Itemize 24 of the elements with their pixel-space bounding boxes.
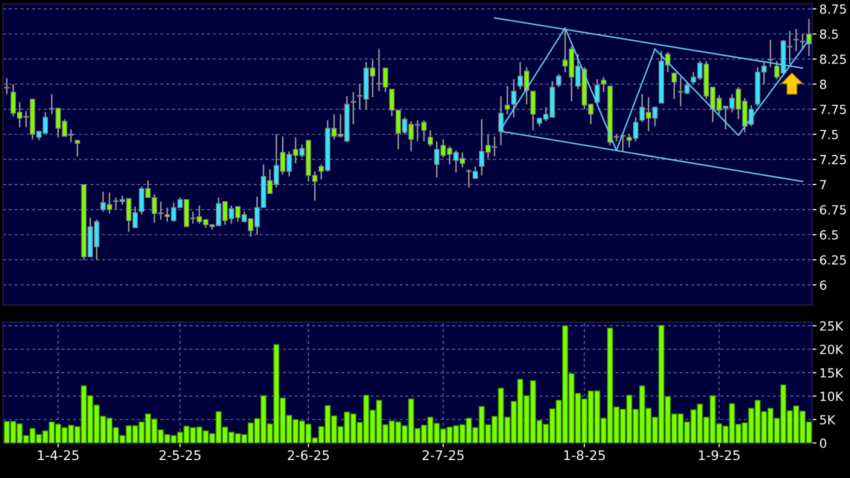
y-tick-label: 7.25: [820, 154, 846, 164]
y-tick-label: 8.75: [820, 4, 846, 14]
y-tick-label: 8.25: [820, 54, 846, 64]
y-tick-label: 8.5: [820, 29, 838, 39]
y-tick-label: 20K: [820, 344, 844, 354]
y-tick-label: 10K: [820, 392, 844, 402]
y-tick-label: 6.75: [820, 205, 846, 215]
x-tick-label: 1-8-25: [564, 450, 605, 460]
y-tick-label: 7: [820, 180, 826, 190]
x-tick-label: 1-9-25: [699, 450, 740, 460]
y-tick-label: 7.75: [820, 104, 846, 114]
y-tick-label: 7.5: [820, 130, 838, 140]
y-tick-label: 25K: [820, 321, 844, 331]
x-tick-label: 1-4-25: [38, 450, 79, 460]
x-tick-label: 2-5-25: [160, 450, 200, 460]
y-tick-label: 15K: [820, 368, 844, 378]
y-tick-label: 0: [820, 438, 826, 448]
x-tick-label: 2-7-25: [422, 450, 464, 460]
x-tick-label: 2-6-25: [288, 450, 329, 460]
y-tick-label: 6.5: [820, 230, 838, 240]
y-tick-label: 6.25: [820, 255, 846, 265]
y-tick-label: 8: [820, 80, 826, 90]
y-tick-label: 6: [820, 280, 826, 290]
y-tick-label: 5K: [820, 415, 836, 424]
